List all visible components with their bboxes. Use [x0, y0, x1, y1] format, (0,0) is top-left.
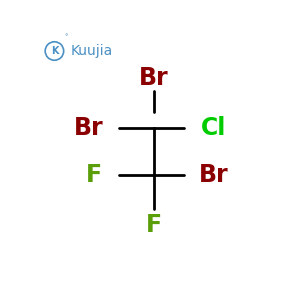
Text: Br: Br: [139, 66, 169, 90]
Text: F: F: [146, 213, 162, 237]
Text: Br: Br: [199, 163, 229, 187]
Text: °: °: [65, 34, 68, 40]
Text: Kuujia: Kuujia: [70, 44, 113, 58]
Text: Cl: Cl: [201, 116, 226, 140]
Text: K: K: [51, 46, 58, 56]
Text: Br: Br: [74, 116, 104, 140]
Text: F: F: [85, 163, 102, 187]
